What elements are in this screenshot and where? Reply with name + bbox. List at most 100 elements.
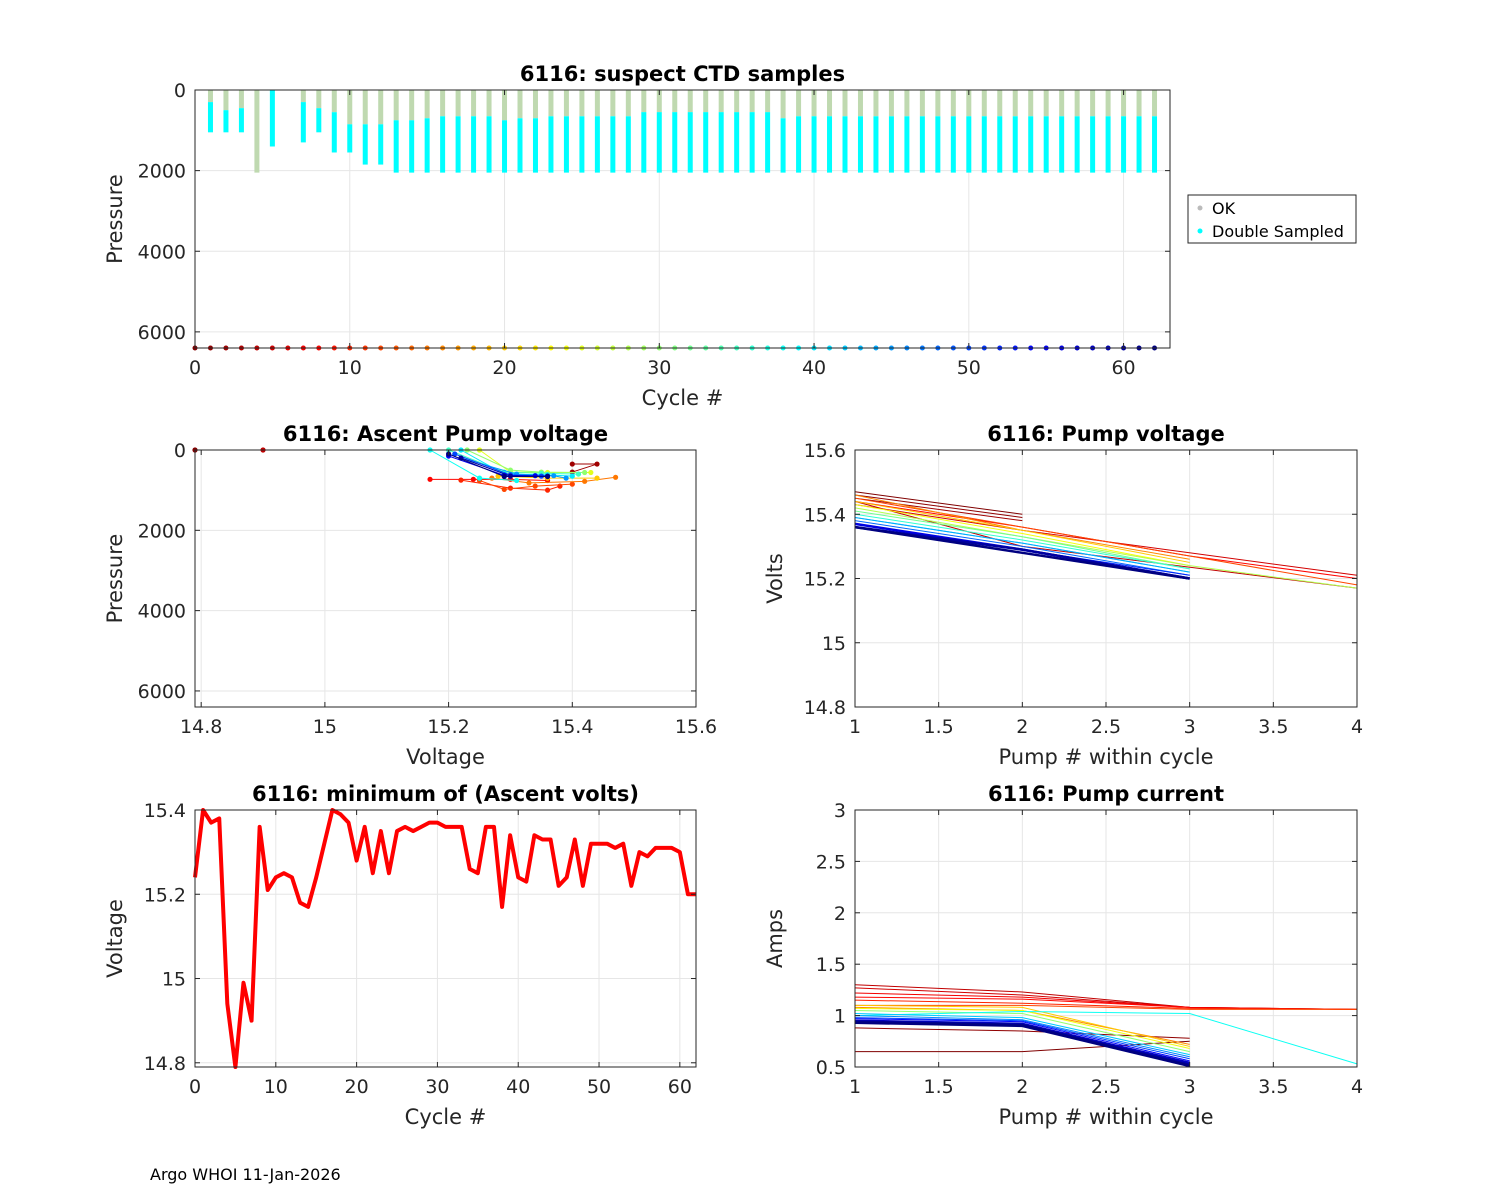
- ascent-point: [501, 486, 507, 492]
- y-tick-label: 14.8: [804, 697, 846, 719]
- x-tick-label: 15.6: [675, 716, 717, 738]
- ascent-point: [551, 473, 557, 479]
- y-axis-label: Pressure: [103, 534, 127, 624]
- ctd-frame: 0 10 20 30 40 50 60 0 2000 4000 6000 6116: suspect …: [103, 62, 1171, 410]
- y-tick-label: 2000: [138, 520, 186, 542]
- pump-voltage-line: [854, 507, 1358, 589]
- x-tick-label: 50: [957, 357, 981, 379]
- y-tick-label: 15: [822, 633, 846, 655]
- y-tick-label: 4000: [138, 601, 186, 623]
- legend-box: [1187, 194, 1357, 244]
- x-tick-label: 60: [668, 1076, 692, 1098]
- pump-voltage-line: [854, 491, 1023, 515]
- chart-title: 6116: Pump current: [988, 782, 1224, 806]
- y-tick-label: 1: [834, 1006, 846, 1028]
- x-tick-label: 2.5: [1091, 1076, 1121, 1098]
- minvolts-frame: 0 10 20 30 40 50 60 14.8 15 15.2 15.4 6116: minimum…: [103, 782, 697, 1129]
- pump-current-line: [854, 1007, 1190, 1049]
- x-tick-label: 15: [313, 716, 337, 738]
- pump-current-line: [854, 1010, 1358, 1065]
- ascent-point: [588, 469, 594, 476]
- ascent-series-line: [460, 479, 561, 491]
- ascent-point: [582, 469, 588, 476]
- y-axis-label: Voltage: [103, 899, 127, 978]
- ascent-frame: 14.8 15 15.2 15.4 15.6 0 2000 4000 6000 6116: Asc…: [103, 422, 717, 769]
- ascent-point: [526, 480, 532, 486]
- y-tick-label: 15: [162, 969, 186, 991]
- y-tick-label: 0: [174, 440, 186, 462]
- pump-current-line: [854, 1017, 1190, 1060]
- pump-voltage-line: [854, 504, 1190, 567]
- ascent-point: [563, 475, 569, 481]
- y-tick-label: 2000: [138, 161, 186, 183]
- y-axis-label: Pressure: [103, 174, 127, 264]
- pump-current-line: [854, 1021, 1190, 1068]
- x-axis-label: Pump # within cycle: [999, 745, 1214, 769]
- ascent-point: [501, 473, 507, 480]
- x-axis-label: Voltage: [406, 745, 485, 769]
- legend-double-marker: [1197, 228, 1203, 234]
- pump-voltage-line: [854, 497, 1023, 522]
- axes-box: [194, 89, 1171, 349]
- x-axis-label: Pump # within cycle: [999, 1105, 1214, 1129]
- pump-current-line: [855, 1004, 1357, 1010]
- pump-current-line: [854, 999, 1358, 1010]
- x-tick-label: 2.5: [1091, 716, 1121, 738]
- y-tick-label: 0: [174, 80, 186, 102]
- legend-ok-marker: [1197, 205, 1203, 211]
- pump-voltage-line: [854, 520, 1190, 576]
- y-tick-label: 6000: [138, 681, 186, 703]
- ascent-point: [427, 476, 433, 482]
- x-tick-label: 3: [1184, 1076, 1196, 1098]
- x-tick-label: 20: [345, 1076, 369, 1098]
- x-tick-label: 3.5: [1258, 716, 1288, 738]
- y-tick-label: 1.5: [816, 954, 846, 976]
- pumpc-axes: [854, 809, 1358, 1068]
- ascent-series-line: [430, 478, 548, 482]
- ascent-point: [532, 483, 538, 489]
- y-tick-label: 15.2: [804, 569, 846, 591]
- y-tick-label: 14.8: [144, 1053, 186, 1075]
- y-tick-label: 0.5: [816, 1057, 846, 1079]
- x-tick-label: 50: [587, 1076, 611, 1098]
- y-axis-label: Volts: [763, 553, 787, 604]
- ascent-axes: [195, 449, 697, 707]
- ctd-axes: [194, 89, 1170, 348]
- x-tick-label: 2: [1016, 716, 1028, 738]
- pump-voltage-line: [854, 516, 1190, 573]
- pumpv-frame: 1 1.5 2 2.5 3 3.5 4 14.8 15 15.2 15.4 15.6 6116: Pum…: [763, 422, 1363, 769]
- x-tick-label: 2: [1016, 1076, 1028, 1098]
- x-tick-label: 40: [802, 357, 826, 379]
- chart-title: 6116: Pump voltage: [987, 422, 1225, 446]
- pump-voltage-line: [854, 494, 1023, 518]
- y-tick-label: 15.6: [804, 440, 846, 462]
- x-tick-label: 10: [264, 1076, 288, 1098]
- x-tick-label: 10: [338, 357, 362, 379]
- ascent-point: [594, 475, 600, 481]
- ascent-series-line: [466, 449, 585, 473]
- x-tick-label: 3.5: [1258, 1076, 1288, 1098]
- ascent-point: [470, 476, 476, 482]
- ascent-point: [544, 487, 551, 493]
- x-tick-label: 1.5: [924, 1076, 954, 1098]
- pumpv-marks: [854, 491, 1358, 589]
- ascent-point: [582, 478, 588, 484]
- y-axis-label: Amps: [763, 909, 787, 968]
- ctd-marks: [192, 90, 1158, 351]
- x-tick-label: 20: [492, 357, 516, 379]
- axes-box: [194, 809, 697, 1068]
- pump-current-line: [854, 1004, 1190, 1047]
- pump-current-line: [854, 1015, 1190, 1058]
- ascent-point: [514, 477, 520, 484]
- pump-current-line: [854, 992, 1358, 1010]
- chart-title: 6116: suspect CTD samples: [520, 62, 845, 86]
- ascent-point: [569, 481, 575, 487]
- ascent-point: [476, 475, 483, 481]
- pump-voltage-line: [854, 510, 1190, 570]
- x-tick-label: 40: [506, 1076, 530, 1098]
- x-axis-label: Cycle #: [405, 1105, 487, 1129]
- y-tick-label: 15.4: [804, 504, 846, 526]
- x-tick-label: 15.4: [551, 716, 593, 738]
- y-tick-label: 4000: [138, 241, 186, 263]
